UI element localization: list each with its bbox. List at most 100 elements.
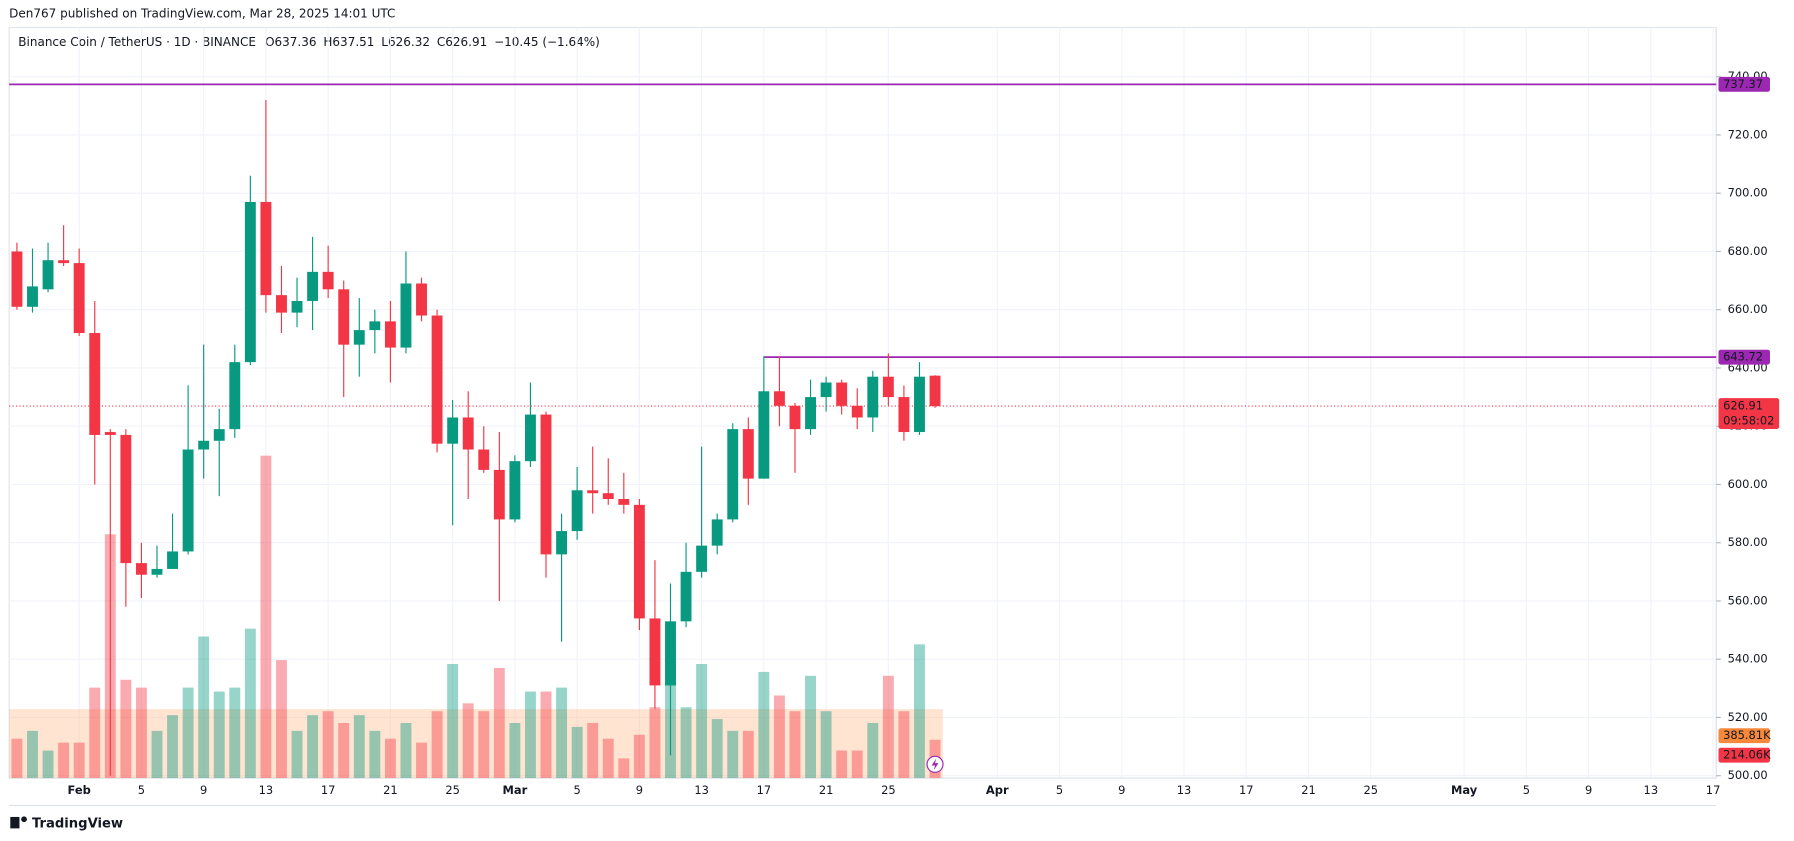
volume-bar <box>291 730 303 779</box>
legend: Binance Coin / TetherUS · 1D · BINANCE O… <box>18 35 600 49</box>
volume-ma-label-box <box>1718 728 1770 744</box>
candle-body <box>416 283 427 316</box>
y-tick-label: 500.00 <box>1728 768 1768 782</box>
level-label: 737.37 <box>1723 77 1763 91</box>
candle-body <box>73 263 85 334</box>
candle-body <box>633 504 645 619</box>
level-label: 643.72 <box>1723 350 1763 364</box>
ohlc-letter: C <box>437 35 445 49</box>
volume-bar <box>914 644 925 779</box>
volume-bar <box>447 664 459 779</box>
price-label: 626.91 <box>1723 399 1763 413</box>
volume-bar <box>338 723 350 779</box>
candle-body <box>509 461 521 520</box>
candle-body <box>135 563 147 575</box>
volume-bar <box>836 750 848 779</box>
candle-body <box>602 493 614 500</box>
candle-body <box>773 391 785 406</box>
brand-name: TradingView <box>32 816 123 831</box>
candle-body <box>11 251 23 307</box>
x-tick-label: 21 <box>383 783 398 797</box>
volume-bar <box>73 742 85 779</box>
volume-bar <box>135 687 147 779</box>
volume-bar <box>120 679 132 779</box>
level-label-box <box>1718 76 1770 92</box>
volume-bar <box>556 687 568 779</box>
volume-bar <box>493 667 505 779</box>
price-label-box <box>1718 398 1780 429</box>
candle-body <box>665 621 676 686</box>
symbol: Binance Coin / TetherUS · 1D · BINANCE <box>18 35 256 49</box>
candle-body <box>540 414 552 555</box>
volume-bar <box>571 726 583 779</box>
volume-bar <box>307 715 319 779</box>
ohlc-letter: O <box>265 35 274 49</box>
x-tick-label: 5 <box>138 783 145 797</box>
x-tick-label: 9 <box>1585 783 1592 797</box>
candle-body <box>867 376 879 418</box>
candle-body <box>400 283 412 348</box>
volume-label: 214.06K <box>1723 748 1771 762</box>
volume-bar <box>851 750 863 779</box>
y-tick-label: 520.00 <box>1728 710 1768 724</box>
x-tick-label: 13 <box>694 783 709 797</box>
x-tick-label: 25 <box>1363 783 1378 797</box>
volume-bar <box>478 711 490 779</box>
logo <box>21 816 27 823</box>
volume-bar <box>525 691 536 779</box>
volume-ma-label: 385.81K <box>1723 728 1771 742</box>
candle-body <box>384 321 396 348</box>
candle-body <box>260 201 272 296</box>
volume-bar <box>229 687 241 779</box>
ohlc-value: 626.32 <box>388 35 430 49</box>
x-tick-label: 21 <box>819 783 834 797</box>
volume-bar <box>276 660 287 779</box>
logo <box>10 816 20 829</box>
candle-body <box>525 414 536 462</box>
candle-body <box>618 499 630 505</box>
candle-body <box>462 417 474 450</box>
candle-body <box>431 315 443 444</box>
volume-bar <box>540 691 552 779</box>
candle-body <box>851 405 863 418</box>
volume-bar <box>322 711 334 779</box>
volume-bar <box>213 691 225 779</box>
candle-body <box>104 432 116 435</box>
volume-bar <box>198 636 210 779</box>
candle-body <box>758 391 770 479</box>
y-tick-label: 720.00 <box>1728 127 1768 141</box>
x-tick-label: 5 <box>573 783 580 797</box>
candle-body <box>805 397 816 430</box>
volume-bar <box>758 671 770 779</box>
x-tick-label: 17 <box>757 783 772 797</box>
volume-bar <box>602 738 614 779</box>
x-tick-label: Apr <box>986 783 1009 797</box>
candle-body <box>120 434 132 564</box>
x-tick-label: 25 <box>445 783 460 797</box>
x-tick-label: 5 <box>1523 783 1530 797</box>
x-tick-label: 21 <box>1301 783 1316 797</box>
volume-bar <box>42 750 54 779</box>
candle-body <box>587 490 599 494</box>
candle-body <box>571 490 583 532</box>
volume-bar <box>649 707 661 779</box>
candle-body <box>556 531 568 555</box>
x-tick-label: 13 <box>1644 783 1659 797</box>
volume-bar <box>182 687 194 779</box>
ohlc-letter: L <box>381 35 388 49</box>
candle-body <box>307 271 319 301</box>
volume-bar <box>58 742 70 779</box>
volume-bar <box>882 675 894 779</box>
x-tick-label: 9 <box>1118 783 1125 797</box>
change: −10.45 (−1.64%) <box>494 35 600 49</box>
volume-bar <box>89 687 101 779</box>
ohlc-value: 626.91 <box>445 35 487 49</box>
candle-body <box>727 429 739 520</box>
volume-bar <box>633 734 645 779</box>
y-tick-label: 580.00 <box>1728 535 1768 549</box>
volume-bar <box>400 723 412 779</box>
brand: TradingView <box>10 816 123 831</box>
volume-bar <box>384 738 396 779</box>
candle-body <box>229 362 241 430</box>
